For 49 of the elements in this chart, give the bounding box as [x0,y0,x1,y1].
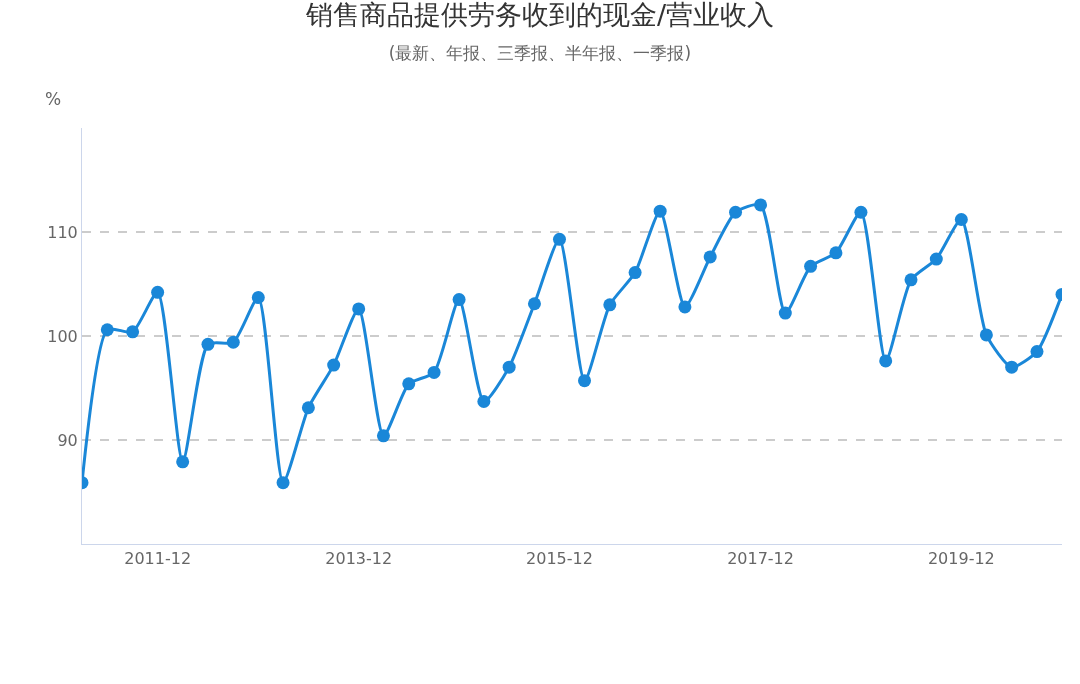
point [176,455,190,469]
point [151,285,165,299]
point [628,266,642,280]
x-tick-label: 2019-12 [927,549,995,569]
point [376,429,390,443]
point [427,365,441,379]
point [100,323,114,337]
y-axis-title: % [45,89,62,109]
point [954,213,968,227]
point [778,306,792,320]
chart-subtitle: (最新、年报、三季报、半年报、一季报) [388,43,692,64]
point [402,377,416,391]
x-tick-label: 2017-12 [727,549,794,569]
point [653,204,667,218]
point [1005,360,1019,374]
x-tick-label: 2013-12 [325,549,393,569]
point [327,358,341,372]
x-tick-label: 2015-12 [526,549,593,569]
point [904,273,918,287]
point [929,252,943,266]
y-tick-label: 110 [47,222,78,242]
point [452,293,466,307]
point [527,297,541,311]
point [1030,345,1044,359]
point [979,328,993,342]
point [301,401,315,415]
point [578,374,592,388]
point [854,205,868,219]
point [352,302,366,316]
point [879,354,893,368]
y-tick-label: 100 [47,326,78,346]
point [829,246,843,260]
point [502,360,516,374]
point [276,476,290,490]
point [201,337,215,351]
chart-title: 销售商品提供劳务收到的现金/营业收入 [304,0,775,30]
x-tick-label: 2011-12 [124,549,192,569]
point [754,198,768,212]
point [251,291,265,305]
y-tick-label: 90 [57,430,78,450]
point [729,205,743,219]
point [603,298,617,312]
point [126,325,140,339]
point [678,300,692,314]
point [703,250,717,264]
point [226,335,240,349]
point [804,259,818,273]
point [553,232,566,246]
point [477,395,491,409]
